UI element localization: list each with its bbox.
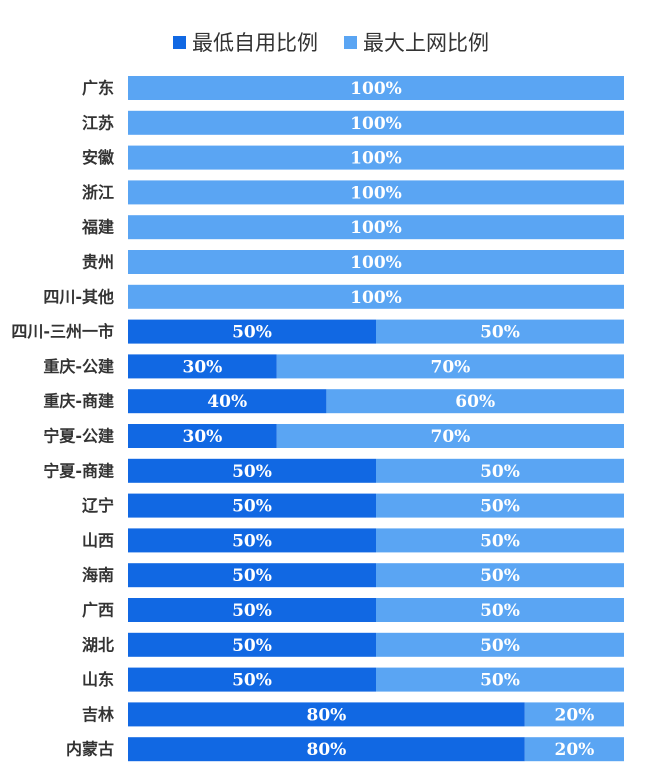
legend-label-self-use: 最低自用比例: [192, 31, 318, 55]
legend-item-self-use: 最低自用比例: [173, 27, 318, 57]
legend-swatch-grid: [344, 35, 357, 49]
data-label: 20%: [554, 740, 594, 760]
bar-grid: [376, 319, 624, 344]
category-label: 山西: [82, 531, 114, 550]
category-label: 江苏: [82, 113, 114, 132]
data-label: 60%: [455, 392, 495, 412]
bar-grid: [128, 284, 624, 309]
category-label: 浙江: [82, 183, 114, 202]
bar-self-use: [128, 563, 376, 588]
category-label: 重庆-公建: [43, 357, 114, 376]
data-label: 50%: [480, 671, 520, 691]
bar-self-use: [128, 354, 277, 379]
data-label: 30%: [182, 427, 222, 447]
bar-grid: [128, 250, 624, 274]
data-label: 100%: [350, 79, 402, 99]
bar-grid: [376, 598, 624, 622]
category-label: 辽宁: [82, 496, 114, 515]
data-label: 100%: [350, 114, 402, 134]
data-label: 50%: [480, 497, 520, 517]
category-label: 福建: [81, 218, 114, 237]
legend-swatch-self-use: [173, 35, 186, 49]
category-label: 宁夏-公建: [43, 427, 114, 446]
data-label: 50%: [232, 323, 272, 343]
bar-grid: [128, 215, 624, 240]
legend-label-grid: 最大上网比例: [363, 31, 489, 55]
data-label: 50%: [480, 462, 520, 482]
bar-grid: [376, 632, 624, 657]
category-label: 内蒙古: [66, 740, 114, 759]
bar-grid: [128, 180, 624, 205]
data-label: 50%: [480, 566, 520, 586]
category-label: 湖北: [82, 635, 114, 654]
bar-self-use: [128, 528, 376, 553]
bar-self-use: [128, 667, 376, 692]
category-label: 四川-三州一市: [11, 322, 114, 341]
data-label: 50%: [232, 497, 272, 517]
bar-self-use: [128, 424, 277, 448]
data-label: 50%: [232, 671, 272, 691]
bar-self-use: [128, 389, 327, 414]
data-label: 100%: [350, 288, 402, 308]
bar-grid: [524, 737, 624, 762]
bar-grid: [276, 354, 624, 379]
legend: 最低自用比例 最大上网比例: [0, 26, 662, 58]
category-label: 重庆-商建: [43, 392, 114, 411]
data-label: 50%: [232, 531, 272, 551]
data-label: 80%: [306, 705, 346, 725]
data-label: 80%: [306, 740, 346, 760]
bar-self-use: [128, 493, 376, 518]
bar-grid: [376, 493, 624, 518]
bar-self-use: [128, 632, 376, 657]
data-label: 70%: [430, 427, 470, 447]
bar-grid: [128, 145, 624, 170]
data-label: 50%: [480, 323, 520, 343]
data-label: 100%: [350, 218, 402, 238]
data-label: 40%: [207, 392, 247, 412]
bar-grid: [524, 702, 624, 727]
bar-grid: [376, 458, 624, 483]
bar-grid: [376, 563, 624, 588]
data-label: 100%: [350, 253, 402, 273]
category-label: 贵州: [82, 253, 114, 272]
category-label: 山东: [82, 670, 114, 689]
category-label: 广东: [82, 79, 114, 98]
bar-grid: [128, 76, 624, 100]
category-label: 安徽: [82, 148, 115, 167]
category-label: 宁夏-商建: [43, 461, 114, 480]
bar-self-use: [128, 319, 376, 344]
data-label: 50%: [232, 566, 272, 586]
data-label: 50%: [232, 462, 272, 482]
category-label: 吉林: [82, 705, 114, 724]
category-label: 广西: [82, 601, 114, 620]
data-label: 50%: [480, 636, 520, 656]
bar-self-use: [128, 458, 376, 483]
bar-grid: [276, 424, 624, 448]
data-label: 50%: [480, 601, 520, 621]
bar-grid: [376, 667, 624, 692]
data-label: 30%: [182, 357, 222, 377]
legend-item-grid: 最大上网比例: [344, 27, 489, 57]
category-label: 四川-其他: [43, 287, 114, 306]
bar-self-use: [128, 702, 525, 727]
data-label: 50%: [232, 601, 272, 621]
data-label: 100%: [350, 183, 402, 203]
data-label: 70%: [430, 357, 470, 377]
data-label: 100%: [350, 149, 402, 169]
data-label: 50%: [232, 636, 272, 656]
category-label: 海南: [82, 566, 114, 585]
bar-grid: [326, 389, 624, 414]
data-label: 50%: [480, 531, 520, 551]
data-label: 20%: [554, 705, 594, 725]
bar-self-use: [128, 598, 376, 622]
bar-self-use: [128, 737, 525, 762]
bar-grid: [376, 528, 624, 553]
bar-grid: [128, 110, 624, 135]
